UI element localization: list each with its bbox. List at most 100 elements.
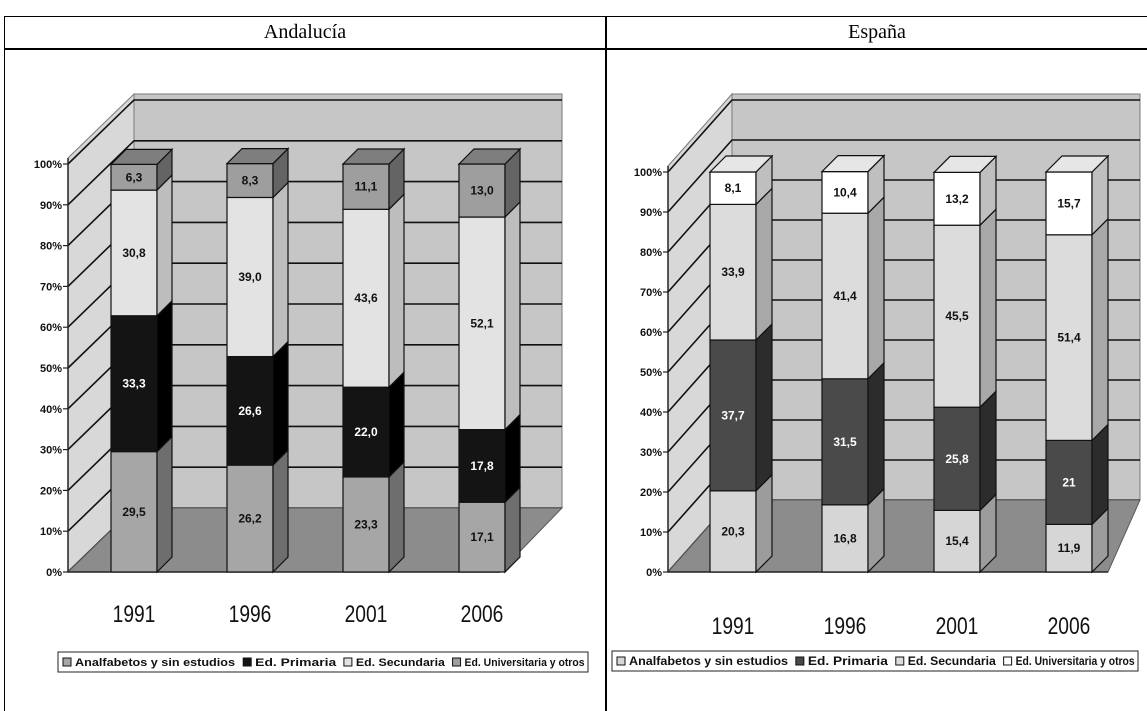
legend-entry: Analfabetos y sin estudios (629, 656, 788, 668)
y-tick-label: 30% (40, 445, 62, 457)
data-label: 33,9 (721, 265, 745, 279)
bar-segment-side (1091, 422, 1109, 526)
legend-entry: Ed. Secundaria (356, 657, 446, 669)
bar-top (708, 155, 774, 173)
bar-segment-side (755, 186, 773, 342)
y-tick-label: 70% (640, 287, 662, 299)
bar-segment (226, 464, 274, 573)
legend-box (57, 651, 589, 673)
bar-top (932, 155, 998, 173)
data-label: 8,3 (242, 174, 259, 188)
data-label: 39,0 (238, 270, 262, 284)
y-tick-label: 60% (640, 327, 662, 339)
bar-segment-side (979, 389, 997, 512)
bar-segment (226, 162, 274, 199)
data-label: 52,1 (470, 316, 494, 330)
legend-entry: Analfabetos y sin estudios (75, 657, 235, 669)
bar-segment (709, 203, 757, 341)
legend-entry: Ed. Universitaria y otros (465, 657, 585, 669)
gridline (67, 99, 562, 165)
data-label: 26,6 (238, 404, 262, 418)
y-tick-label: 0% (46, 567, 62, 579)
y-tick-label: 60% (40, 322, 62, 334)
data-label: 43,6 (354, 291, 378, 305)
bar-segment (458, 163, 506, 218)
bar-top (341, 148, 406, 165)
bar-segment (709, 171, 757, 206)
data-label: 22,0 (354, 425, 378, 439)
bar-top (820, 155, 886, 173)
x-tick-label: 2001 (936, 612, 979, 640)
data-label: 30,8 (122, 246, 146, 260)
bar-segment (933, 224, 981, 408)
bar-segment (110, 451, 158, 573)
y-tick-label: 30% (640, 447, 662, 459)
data-label: 20,3 (721, 524, 745, 538)
y-tick-label: 80% (40, 241, 62, 253)
y-tick-label: 100% (34, 159, 62, 171)
data-label: 51,4 (1057, 331, 1081, 345)
chart-espana: 0% 10% 20% 30% 40% 50% 60% 70% 80% 90% 100% 20,3 37,… (611, 92, 1141, 672)
legend-swatch (1003, 656, 1013, 666)
x-tick-label: 1991 (712, 612, 755, 640)
bar-segment-side (867, 361, 885, 507)
y-tick-label: 20% (640, 487, 662, 499)
bar-segment-side (388, 370, 405, 479)
bar-top (225, 148, 290, 165)
data-label: 13,0 (470, 184, 494, 198)
y-tick-label: 10% (640, 527, 662, 539)
table-column-divider (605, 16, 607, 711)
bar-segment (933, 509, 981, 573)
bar-segment-side (272, 340, 289, 467)
data-label: 15,7 (1057, 196, 1081, 210)
bar-segment-side (867, 195, 885, 381)
data-label: 21 (1062, 475, 1076, 489)
table-frame (4, 16, 1147, 711)
legend-box (611, 650, 1139, 672)
legend: Analfabetos y sin estudios Ed. Primaria Ed… (57, 651, 589, 673)
data-label: 29,5 (122, 505, 146, 519)
bar-segment (821, 378, 869, 506)
bar-segment (458, 501, 506, 573)
legend: Analfabetos y sin estudios Ed. Primaria Ed… (611, 650, 1139, 672)
data-label: 8,1 (725, 181, 742, 195)
bar-segment-side (388, 460, 405, 574)
gridline (667, 99, 1140, 173)
bar-top (109, 148, 174, 165)
bar-segment (821, 171, 869, 214)
y-tick-label: 50% (40, 363, 62, 375)
y-tick-label: 20% (40, 485, 62, 497)
legend-entry: Ed. Primaria (255, 657, 337, 669)
data-label: 41,4 (833, 289, 857, 303)
data-label: 23,3 (354, 517, 378, 531)
gridline (67, 140, 562, 206)
bar-segment-side (1091, 217, 1109, 442)
y-tick-label: 40% (640, 407, 662, 419)
data-label: 17,1 (470, 530, 494, 544)
y-tick-label: 90% (40, 200, 62, 212)
bar-segment (1045, 523, 1093, 573)
legend-entry: Ed. Secundaria (908, 656, 997, 668)
data-label: 17,8 (470, 459, 494, 473)
y-tick-label: 50% (640, 367, 662, 379)
x-tick-label: 2006 (1048, 612, 1091, 640)
bar-segment-side (504, 200, 521, 432)
bar-segment-side (388, 192, 405, 389)
y-tick-label: 90% (640, 207, 662, 219)
data-label: 45,5 (945, 309, 969, 323)
bar-top (457, 148, 522, 165)
bar-segment (709, 339, 757, 492)
bar-top (1044, 155, 1110, 173)
x-tick-label: 1996 (824, 612, 867, 640)
bar-segment (458, 216, 506, 431)
data-label: 11,9 (1058, 541, 1081, 555)
data-label: 15,4 (945, 534, 969, 548)
bar-segment-side (272, 448, 289, 574)
bar-segment-side (755, 473, 773, 574)
data-label: 10,4 (833, 185, 857, 199)
legend-swatch (895, 656, 905, 666)
data-label: 25,8 (945, 452, 969, 466)
y-tick-label: 10% (40, 526, 62, 538)
x-tick-label: 2001 (345, 600, 388, 628)
bar-segment (342, 386, 390, 478)
